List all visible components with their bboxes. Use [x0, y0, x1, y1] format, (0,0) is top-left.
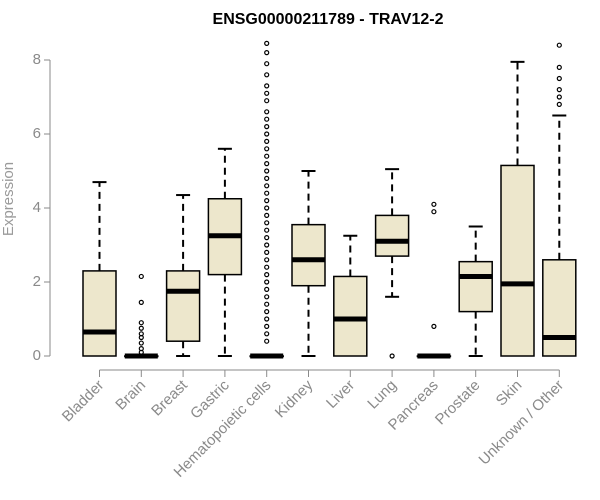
outlier-point [264, 212, 270, 218]
outlier-point [264, 323, 270, 329]
outlier-point [264, 331, 270, 337]
x-tick-label: Breast [148, 376, 191, 419]
outlier-point [264, 309, 270, 315]
outlier-point [264, 242, 270, 248]
y-axis: 0 2 4 6 8 [33, 51, 51, 364]
outlier-point [264, 61, 270, 67]
outlier-point [264, 153, 270, 159]
outlier-point [264, 123, 270, 130]
outlier-point [264, 90, 270, 96]
outlier-point [264, 98, 270, 104]
y-tick-label: 0 [33, 347, 41, 364]
box-body [458, 260, 493, 313]
outlier-point [264, 294, 270, 300]
outlier-point [264, 72, 270, 78]
box-lung [374, 168, 410, 359]
x-tick-label: Lung [364, 377, 400, 413]
outlier-point [264, 146, 270, 152]
box-body [542, 259, 577, 357]
outlier-point [138, 325, 144, 331]
box-gastric [207, 147, 243, 357]
outlier-point [264, 183, 270, 189]
outlier-point [264, 338, 270, 344]
outlier-point [556, 75, 562, 82]
x-tick-label: Brain [112, 377, 149, 414]
outlier-point [264, 138, 270, 144]
outlier-point [264, 316, 270, 322]
box-body [374, 214, 410, 257]
box-body [333, 275, 368, 357]
outlier-point [138, 273, 144, 280]
box-prostate [458, 225, 493, 357]
outlier-point [264, 257, 270, 263]
outlier-point [264, 190, 270, 196]
box-kidney [291, 170, 326, 357]
outlier-point [556, 64, 562, 71]
outlier-point [556, 42, 562, 48]
outlier-point [264, 205, 270, 211]
chart-title: ENSG00000211789 - TRAV12-2 [213, 11, 444, 28]
outlier-point [264, 235, 270, 241]
outlier-point [264, 116, 270, 122]
outlier-point [389, 353, 395, 359]
box-brain [124, 273, 159, 359]
x-tick-label: Liver [323, 377, 358, 412]
y-tick-label: 8 [33, 51, 41, 68]
box-pancreas [416, 201, 452, 359]
box-body [500, 164, 535, 357]
outlier-point [556, 86, 562, 93]
y-axis-title: Expression [0, 162, 17, 236]
box-unknown-other [542, 42, 577, 357]
outlier-point [264, 272, 270, 278]
x-tick-label: Bladder [59, 377, 108, 426]
outlier-point [264, 40, 270, 46]
outlier-point [138, 340, 144, 346]
outlier-point [138, 320, 144, 326]
outlier-point [556, 101, 562, 108]
outlier-point [264, 227, 270, 233]
outlier-point [138, 331, 144, 337]
outlier-point [431, 323, 437, 329]
outlier-point [264, 198, 270, 204]
outlier-point [138, 346, 144, 352]
x-tick-label: Prostate [432, 377, 484, 429]
outlier-point [431, 201, 437, 207]
y-tick-label: 2 [33, 273, 41, 290]
box-breast [165, 194, 201, 357]
outlier-point [264, 286, 270, 292]
box-bladder [82, 181, 117, 357]
box-body [82, 270, 117, 357]
outlier-point [264, 279, 270, 285]
outlier-point [264, 83, 270, 89]
boxes-group [82, 40, 577, 359]
box-liver [333, 234, 368, 357]
outlier-point [264, 109, 270, 115]
outlier-point [431, 209, 437, 215]
outlier-point [264, 131, 270, 137]
box-skin [500, 60, 535, 357]
outlier-point [264, 220, 270, 226]
outlier-point [556, 94, 562, 100]
box-body [291, 223, 326, 287]
outlier-point [264, 161, 270, 167]
x-tick-label: Kidney [272, 376, 317, 421]
outlier-point [138, 299, 144, 305]
outlier-point [264, 264, 270, 270]
outlier-point [264, 175, 270, 181]
outlier-point [264, 168, 270, 174]
outlier-point [264, 249, 270, 255]
x-tick-label: Skin [493, 377, 526, 410]
outlier-point [264, 301, 270, 307]
y-tick-label: 6 [33, 125, 41, 142]
box-body [165, 270, 201, 342]
box-hematopoietic-cells [249, 40, 284, 359]
y-tick-label: 4 [33, 199, 41, 216]
outlier-point [264, 49, 270, 56]
